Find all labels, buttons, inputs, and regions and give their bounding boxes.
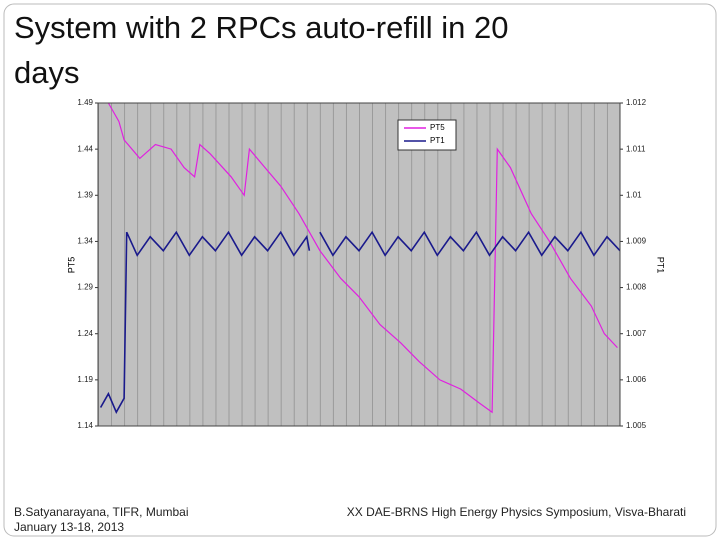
y2-tick-label: 1.009 <box>626 237 647 246</box>
y-tick-label: 1.34 <box>77 237 93 246</box>
slide-title: days <box>14 55 79 90</box>
data-line <box>99 230 621 415</box>
y2-tick-label: 1.006 <box>626 375 647 384</box>
y-tick-label: 1.29 <box>77 283 93 292</box>
y-axis-label: PT5 <box>66 257 76 274</box>
y-tick-label: 1.14 <box>77 421 93 430</box>
footer-author: B.Satyanarayana, TIFR, Mumbai <box>14 505 189 519</box>
y2-tick-label: 1.005 <box>626 421 647 430</box>
y2-tick-label: 1.012 <box>626 98 647 107</box>
slide-title: System with 2 RPCs auto-refill in 20 <box>14 10 508 45</box>
y2-tick-label: 1.011 <box>626 144 646 153</box>
y2-tick-label: 1.01 <box>626 190 642 199</box>
legend-label: PT5 <box>430 123 445 132</box>
y-tick-label: 1.49 <box>77 98 93 107</box>
y-tick-label: 1.24 <box>77 329 93 338</box>
data-line <box>107 102 618 414</box>
y-tick-label: 1.44 <box>77 144 93 153</box>
legend-box <box>397 119 457 151</box>
footer-date: January 13-18, 2013 <box>14 520 124 534</box>
y2-tick-label: 1.007 <box>626 329 647 338</box>
slide-border <box>3 3 717 537</box>
y-tick-label: 1.19 <box>77 375 93 384</box>
legend-label: PT1 <box>430 136 445 145</box>
chart: 1.14 1.19 1.24 1.29 1.34 1.39 1.44 1.49 1.005 1.0… <box>66 98 665 430</box>
y2-tick-label: 1.008 <box>626 283 647 292</box>
plot-grid <box>98 103 620 426</box>
y-tick-label: 1.39 <box>77 190 93 199</box>
y2-axis-label: PT1 <box>656 257 666 274</box>
plot-border <box>97 102 621 427</box>
footer-event: XX DAE-BRNS High Energy Physics Symposiu… <box>347 505 686 519</box>
